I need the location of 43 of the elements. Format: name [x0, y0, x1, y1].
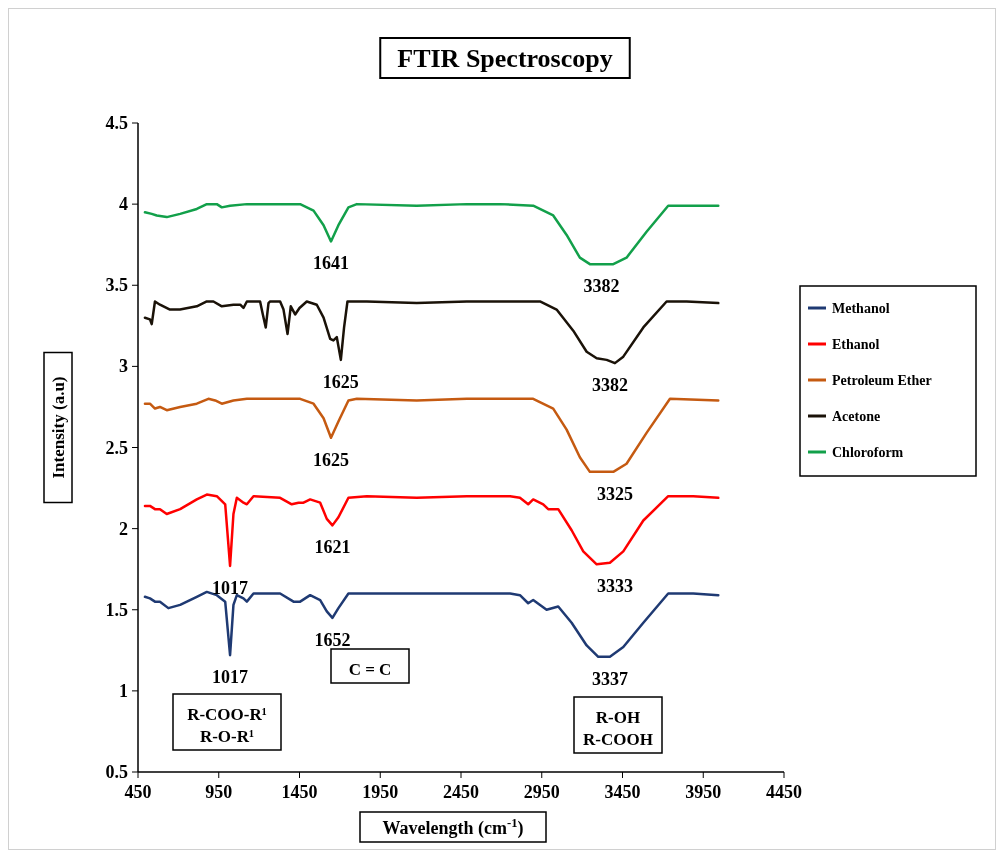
annotation: 3337: [591, 668, 628, 689]
x-axis-title: Wavelength (cm$^{-1}$): [382, 816, 524, 839]
x-tick-label: 4450: [766, 782, 802, 802]
x-tick-label: 2950: [523, 782, 560, 802]
y-axis-title: Intensity (a.u): [49, 376, 68, 479]
chart-title: FTIR Spectroscopy: [397, 44, 613, 73]
y-tick-label: 0.5: [105, 762, 128, 782]
y-tick-label: 4.5: [105, 113, 128, 133]
annotation: 1017: [212, 667, 249, 688]
annotation: 1625: [322, 371, 359, 392]
x-tick-label: 3950: [685, 782, 722, 802]
y-tick-label: 2.5: [105, 437, 128, 458]
y-tick-label: 1.5: [105, 599, 128, 620]
annotation: C = C: [348, 660, 392, 679]
y-tick-label: 3: [119, 356, 128, 377]
annotation: 1625: [312, 449, 349, 470]
y-tick-label: 1: [119, 680, 128, 701]
legend-label: Ethanol: [832, 337, 880, 352]
annotation: 1652: [314, 629, 351, 650]
x-tick-label: 1450: [281, 782, 318, 802]
annotation: R-COO-R¹ R-O-R¹: [187, 705, 267, 746]
y-tick-label: 4: [119, 194, 128, 215]
annotation: 1621: [314, 537, 351, 558]
x-tick-label: 3450: [604, 782, 641, 802]
y-tick-label: 2: [119, 518, 128, 539]
annotation: 1641: [312, 253, 349, 274]
annotation: 3382: [583, 276, 620, 297]
y-tick-label: 3.5: [105, 275, 128, 296]
line-series: [143, 300, 720, 365]
x-tick-label: 1950: [362, 782, 399, 802]
annotation: 3333: [596, 576, 633, 597]
legend-label: Petroleum Ether: [832, 373, 932, 388]
x-tick-label: 450: [124, 782, 152, 802]
legend-label: Methanol: [832, 301, 890, 316]
line-series: [143, 397, 720, 474]
x-tick-label: 2450: [443, 782, 479, 802]
annotation: R-OH R-COOH: [583, 708, 653, 749]
x-tick-label: 950: [205, 782, 233, 802]
annotation: 3325: [596, 483, 633, 504]
legend-label: Acetone: [832, 409, 881, 424]
legend-label: Chloroform: [832, 445, 904, 460]
annotation: 3382: [591, 375, 628, 396]
annotation: 1017: [212, 577, 249, 598]
